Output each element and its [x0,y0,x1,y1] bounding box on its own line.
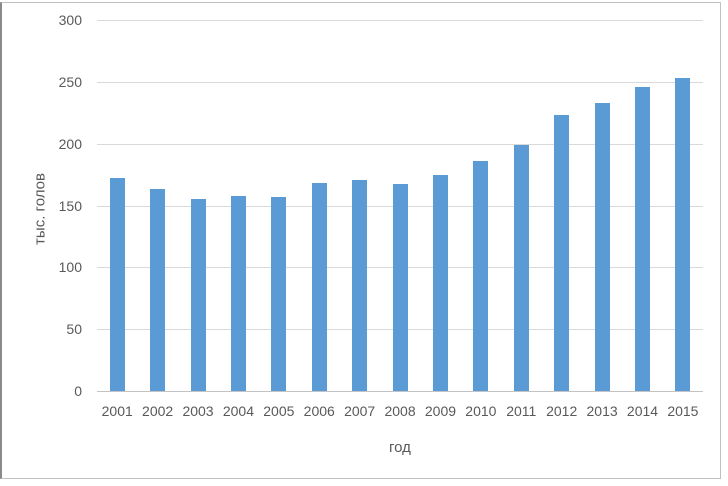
y-tick-label-0: 0 [74,383,82,399]
bar-slot-2007 [339,20,379,391]
gridline-300 [97,20,703,21]
x-tick-label-2006: 2006 [303,403,335,419]
bar-2010 [473,160,489,391]
y-tick-label-150: 150 [58,197,82,214]
bar-2014 [634,86,650,391]
bar-2005 [271,196,287,391]
bar-slot-2014 [622,20,662,391]
bar-slot-2003 [178,20,218,391]
x-tick-label-2012: 2012 [546,403,578,419]
x-tick-label-2015: 2015 [667,403,699,419]
bar-slot-2005 [259,20,299,391]
bar-slot-2004 [218,20,258,391]
x-tick-label-2001: 2001 [101,403,133,419]
x-tick-label-2005: 2005 [263,403,295,419]
x-tick-label-2014: 2014 [626,403,659,419]
gridline-200 [97,143,703,145]
bar-2013 [594,102,610,391]
bar-slot-2011 [501,20,541,391]
y-tick-label-200: 200 [58,135,82,152]
x-tick-label-2007: 2007 [344,403,376,419]
bar-2011 [513,144,529,391]
x-tick-label-2009: 2009 [424,403,457,419]
bar-2007 [352,179,368,391]
bar-2009 [432,174,448,391]
bar-slot-2015 [663,20,703,391]
x-axis-title: год [389,439,411,456]
bar-slot-2012 [541,20,581,391]
bar-2001 [109,178,125,391]
bar-series [97,20,703,391]
bar-2003 [190,199,206,391]
bar-2012 [554,115,570,391]
bar-2015 [675,78,691,391]
bar-slot-2009 [420,20,460,391]
bar-slot-2010 [461,20,501,391]
bar-2006 [311,183,327,391]
x-tick-label-2011: 2011 [506,403,537,419]
x-tick-label-2010: 2010 [465,403,497,419]
bar-slot-2013 [582,20,622,391]
y-tick-label-50: 50 [66,321,82,338]
y-tick-label-250: 250 [58,73,82,90]
bar-2008 [392,184,408,391]
x-axis-tick-labels: 2001 2002 2003 2004 2005 2006 2007 2008 2009 2010… [97,403,703,420]
x-tick-label-2003: 2003 [182,403,214,419]
x-tick-label-2008: 2008 [384,403,416,419]
bar-2004 [230,195,246,391]
x-tick-label-2004: 2004 [222,403,254,419]
gridline-250 [97,81,703,83]
y-axis-tick-labels: 0 50 100 150 200 250 300 [0,12,84,399]
bar-slot-2002 [137,20,177,391]
bar-slot-2006 [299,20,339,391]
y-tick-label-100: 100 [58,259,82,276]
bar-slot-2001 [97,20,137,391]
bar-2002 [150,189,166,391]
y-tick-label-300: 300 [58,12,82,28]
bar-slot-2008 [380,20,420,391]
x-tick-label-2013: 2013 [586,403,618,419]
plot-area [97,20,703,392]
x-tick-label-2002: 2002 [142,403,174,419]
